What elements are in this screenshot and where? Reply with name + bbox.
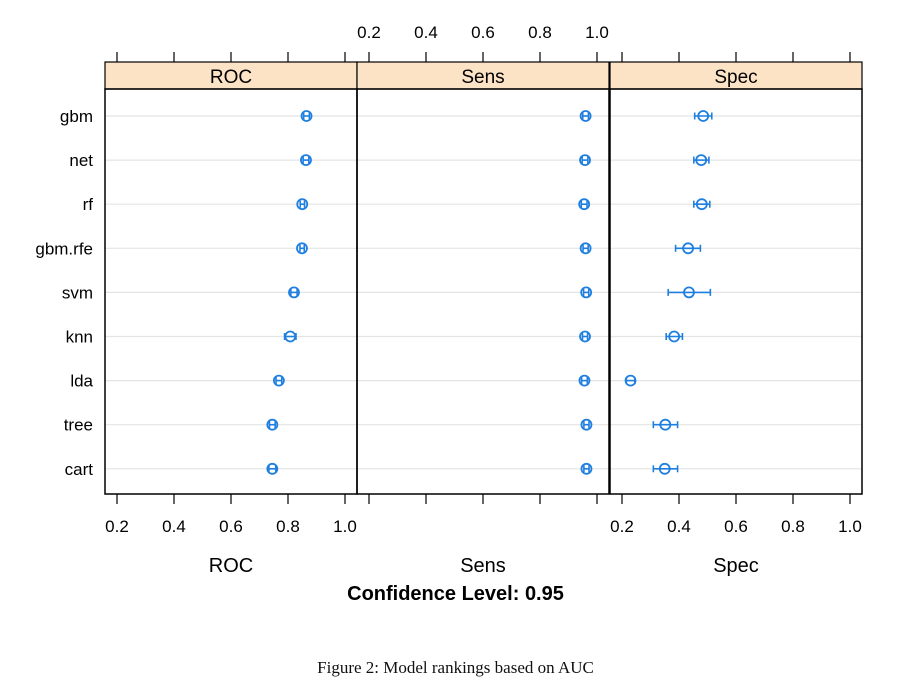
tick-label: 0.2 xyxy=(610,517,634,536)
model-label: gbm.rfe xyxy=(35,239,93,258)
top-tick-label: 0.2 xyxy=(357,23,381,42)
point-estimate xyxy=(272,374,285,387)
point-estimate xyxy=(296,198,309,211)
point-estimate xyxy=(624,374,637,387)
model-label: tree xyxy=(64,416,93,435)
model-label: cart xyxy=(65,460,94,479)
point-estimate xyxy=(266,418,279,431)
point-estimate xyxy=(296,242,308,255)
point-estimate xyxy=(658,462,671,475)
tick-label: 0.4 xyxy=(162,517,186,536)
point-estimate xyxy=(579,242,592,255)
chart-title: Confidence Level: 0.95 xyxy=(347,583,564,605)
panel-frame xyxy=(356,88,610,495)
point-estimate xyxy=(683,286,695,299)
point-estimate xyxy=(300,110,313,122)
panel-frame xyxy=(104,88,358,495)
dotplot-chart: gbm net rf gbm.rfe svm knn lda tree cart ROC Sens S… xyxy=(35,23,863,605)
point-estimate xyxy=(697,110,710,122)
model-label: rf xyxy=(83,195,94,214)
point-estimate xyxy=(579,330,591,343)
panel-frame xyxy=(609,88,863,495)
model-label: knn xyxy=(66,328,93,347)
point-estimate xyxy=(266,462,279,475)
strip-label: Spec xyxy=(714,67,757,88)
model-label: gbm xyxy=(60,107,93,126)
axis-label: Spec xyxy=(713,555,759,577)
top-tick-label: 1.0 xyxy=(585,23,609,42)
point-estimate xyxy=(659,418,672,431)
model-label: net xyxy=(69,151,93,170)
model-label: svm xyxy=(62,283,93,302)
panel-strip xyxy=(609,61,863,90)
strip-label: Sens xyxy=(461,67,504,88)
tick-label: 1.0 xyxy=(333,517,357,536)
point-estimate xyxy=(578,374,591,387)
point-estimate xyxy=(682,242,695,255)
point-estimate xyxy=(580,462,593,475)
point-estimate xyxy=(578,198,591,211)
top-tick-label: 0.6 xyxy=(471,23,495,42)
top-tick-label: 0.4 xyxy=(414,23,438,42)
model-label: lda xyxy=(70,372,93,391)
point-estimate xyxy=(288,286,300,299)
point-estimate xyxy=(580,286,593,299)
point-estimate xyxy=(284,330,297,343)
top-tick-label: 0.8 xyxy=(528,23,552,42)
point-estimate xyxy=(668,330,681,343)
tick-label: 0.6 xyxy=(219,517,243,536)
axis-label: Sens xyxy=(460,555,506,577)
tick-label: 0.8 xyxy=(276,517,300,536)
point-estimate xyxy=(695,198,708,211)
axis-label: ROC xyxy=(209,555,253,577)
point-estimate xyxy=(300,154,312,167)
tick-label: 0.4 xyxy=(667,517,691,536)
point-estimate xyxy=(580,418,593,431)
tick-label: 0.2 xyxy=(105,517,129,536)
point-estimate xyxy=(579,110,592,122)
point-estimate xyxy=(695,154,708,167)
figure-caption: Figure 2: Model rankings based on AUC xyxy=(317,658,594,677)
strip-label: ROC xyxy=(210,67,252,88)
tick-label: 1.0 xyxy=(838,517,862,536)
tick-label: 0.8 xyxy=(781,517,805,536)
panel-strip xyxy=(356,61,610,90)
point-estimate xyxy=(579,154,591,167)
tick-label: 0.6 xyxy=(724,517,748,536)
